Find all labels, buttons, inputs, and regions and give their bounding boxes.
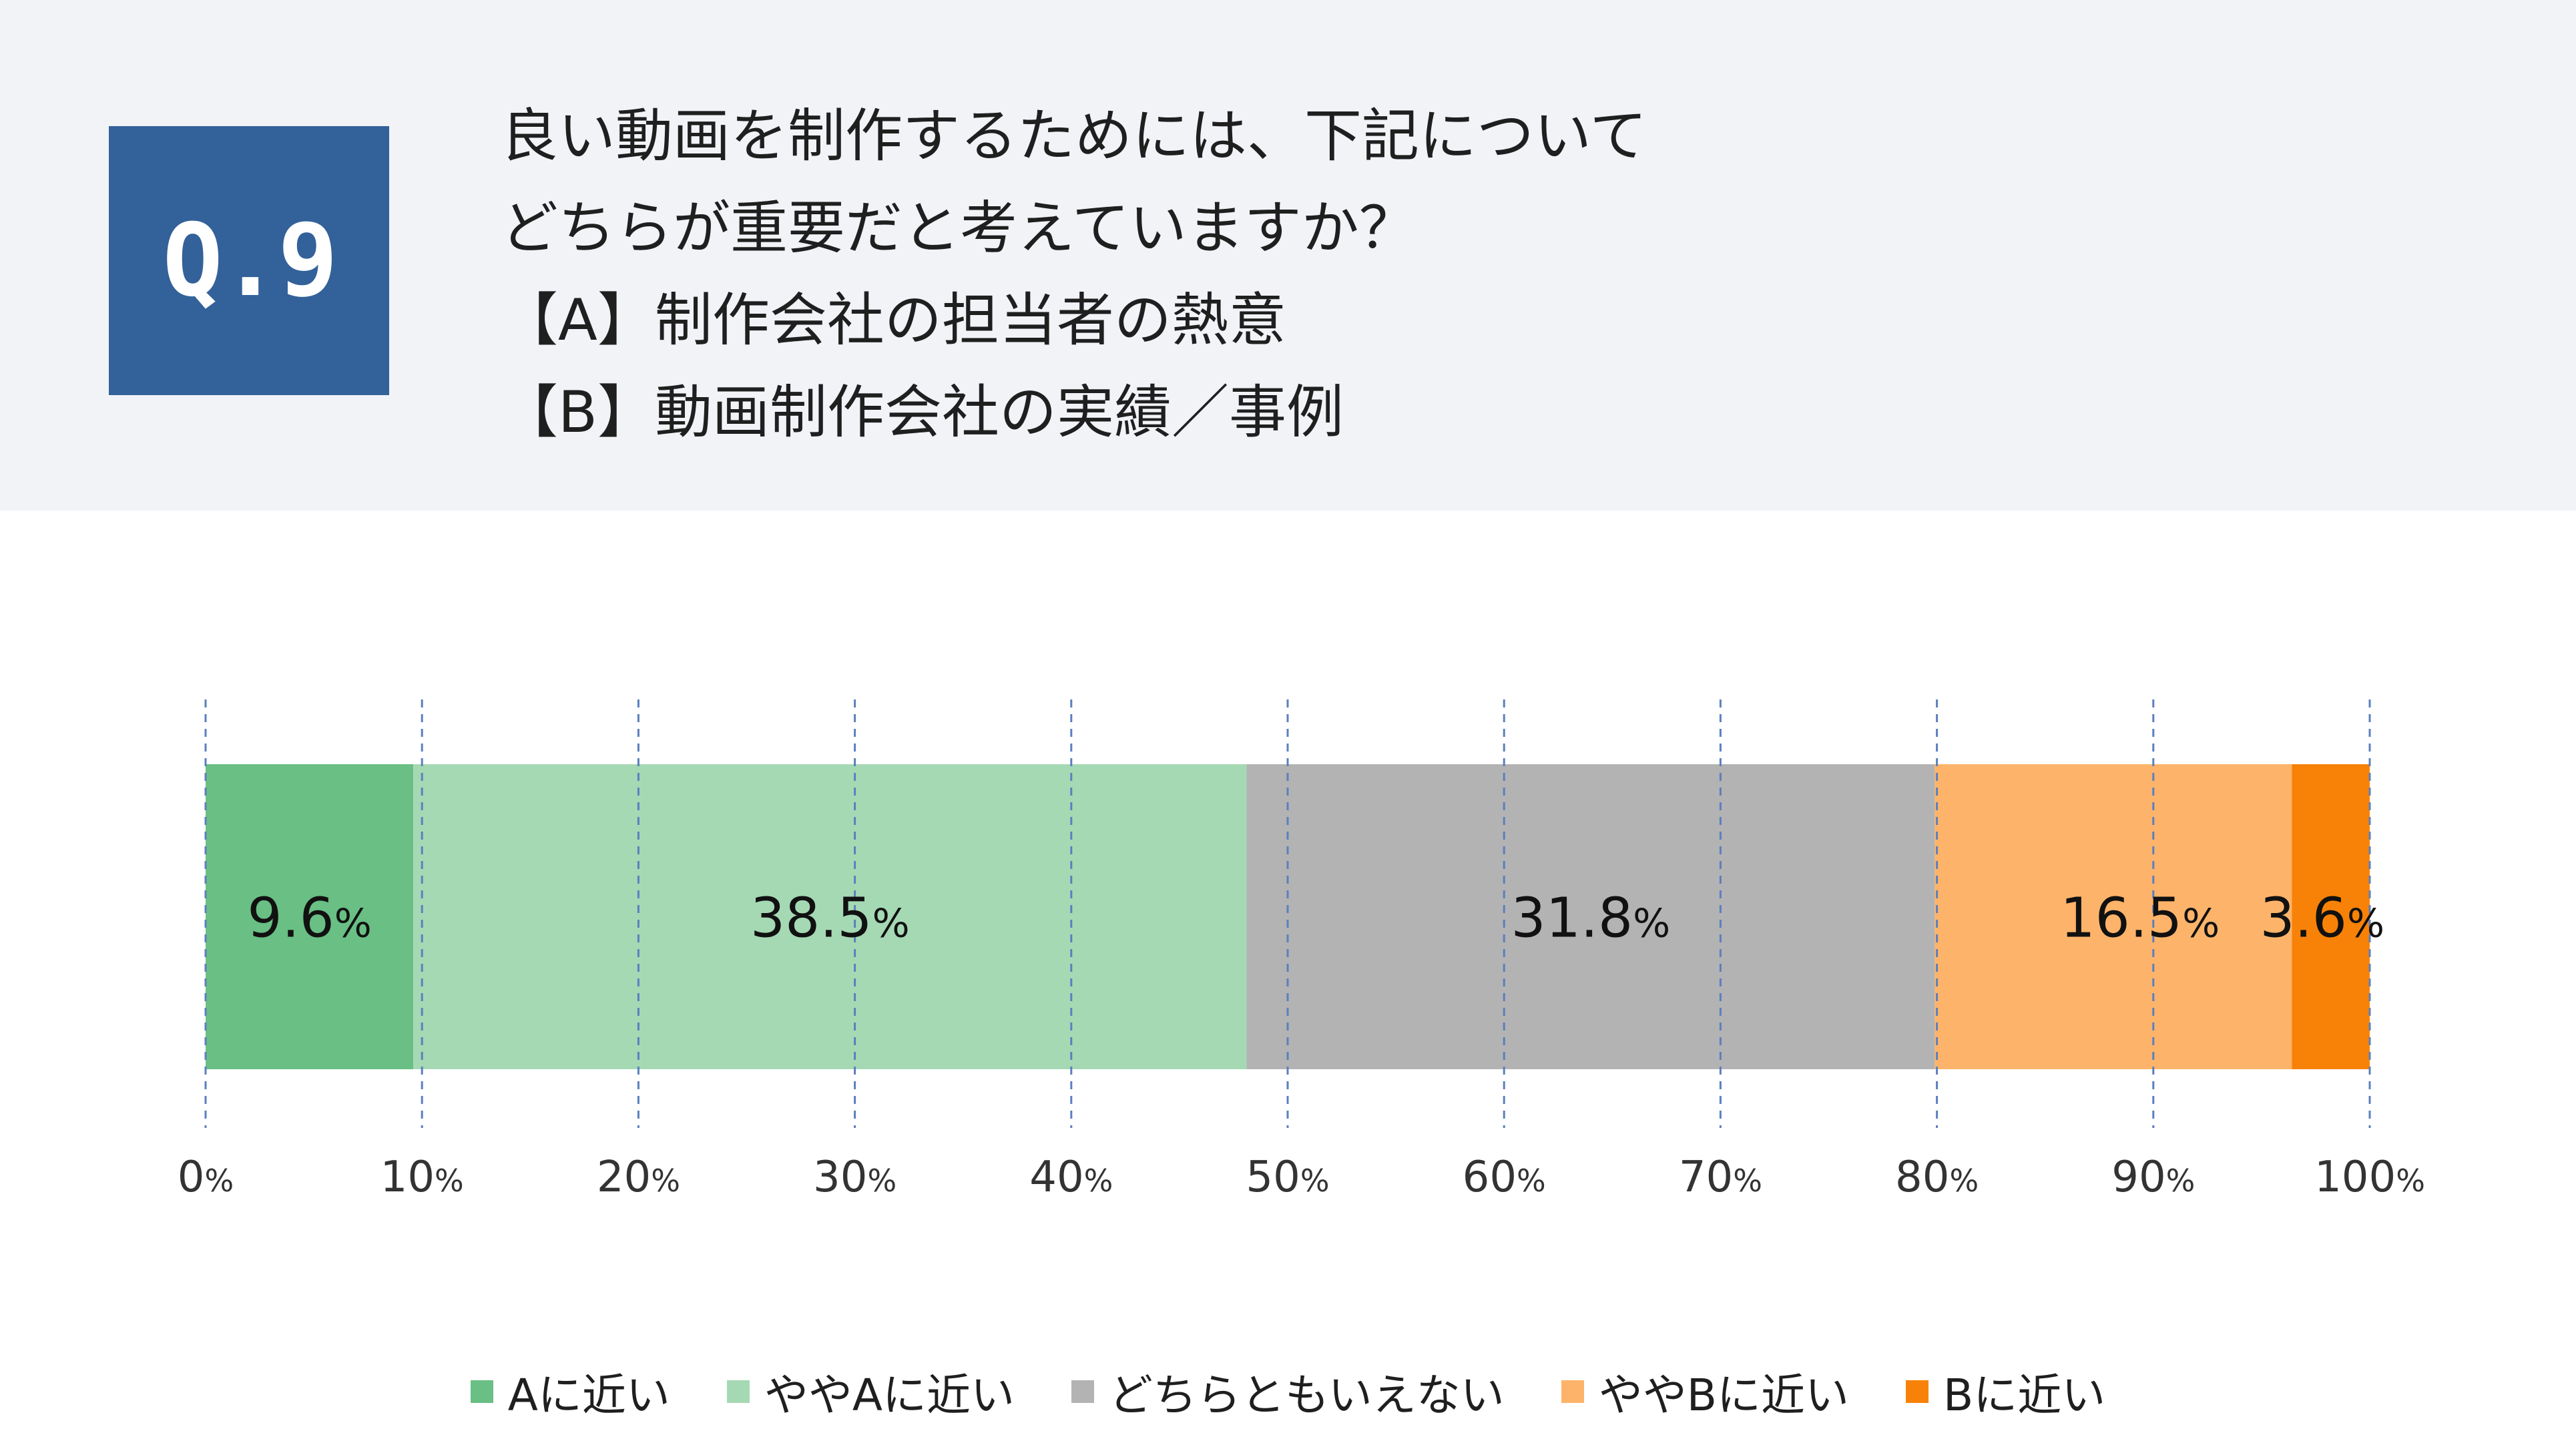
legend-swatch	[1906, 1380, 1928, 1403]
tick-label: 0%	[178, 1153, 234, 1202]
bar-segment	[413, 764, 1247, 1069]
legend-label: Bに近い	[1943, 1370, 2106, 1421]
tick-label: 90%	[2111, 1153, 2195, 1202]
tick-label: 100%	[2314, 1153, 2425, 1202]
tick-label: 80%	[1895, 1153, 1979, 1202]
legend-swatch	[726, 1380, 750, 1403]
data-label: 3.6%	[2260, 887, 2384, 950]
data-label: 16.5%	[2061, 887, 2220, 950]
legend-item: Bに近い	[1906, 1360, 2105, 1424]
legend-item: Aに近い	[470, 1360, 670, 1424]
data-label: 31.8%	[1511, 887, 1671, 950]
legend-swatch	[1561, 1380, 1584, 1403]
legend-swatch	[470, 1380, 493, 1403]
legend-swatch	[1071, 1380, 1095, 1403]
bar-segment	[206, 764, 414, 1069]
question-line: 良い動画を制作するためには、下記について	[501, 103, 1647, 170]
question-line: どちらが重要だと考えていますか？	[501, 195, 1416, 262]
legend-label: どちらともいえない	[1109, 1370, 1505, 1421]
question-number: Q.9	[162, 202, 338, 319]
question-number-badge: Q.9	[109, 126, 389, 395]
tick-label: 10%	[380, 1153, 464, 1202]
legend-item: ややBに近い	[1561, 1360, 1849, 1424]
question-line: 【B】動画制作会社の実績／事例	[501, 379, 1344, 446]
tick-label: 20%	[597, 1153, 680, 1202]
tick-label: 50%	[1246, 1153, 1329, 1202]
bar-segment	[1246, 764, 1935, 1069]
tick-label: 30%	[813, 1153, 896, 1202]
data-label: 9.6%	[247, 887, 371, 950]
question-header: Q.9 良い動画を制作するためには、下記について どちらが重要だと考えていますか…	[0, 0, 2576, 511]
bar-segment	[1935, 764, 2292, 1069]
tick-label: 60%	[1463, 1153, 1546, 1202]
tick-label: 70%	[1679, 1153, 1762, 1202]
legend-item: ややAに近い	[726, 1360, 1015, 1424]
bar-segment	[2292, 764, 2370, 1069]
chart-legend: Aに近い ややAに近い どちらともいえない ややBに近い Bに近い	[0, 1362, 2576, 1422]
question-line: 【A】制作会社の担当者の熱意	[501, 287, 1286, 354]
legend-label: ややBに近い	[1598, 1370, 1849, 1421]
legend-label: Aに近い	[507, 1370, 670, 1421]
tick-label: 40%	[1029, 1153, 1113, 1202]
legend-item: どちらともいえない	[1071, 1360, 1505, 1424]
question-text: 良い動画を制作するためには、下記について どちらが重要だと考えていますか？ 【A…	[501, 90, 2436, 459]
legend-label: ややAに近い	[764, 1370, 1015, 1421]
data-label: 38.5%	[750, 887, 910, 950]
